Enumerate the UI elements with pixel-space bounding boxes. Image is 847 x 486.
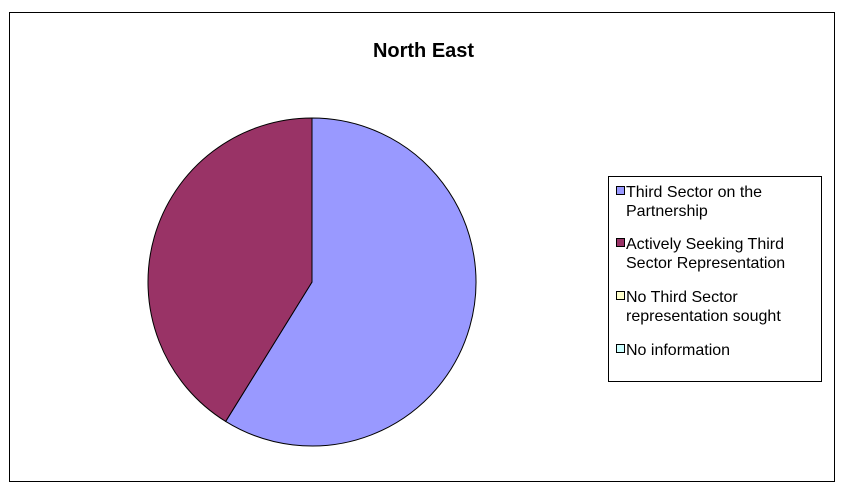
legend: Third Sector on the Partnership Actively S… [608, 176, 822, 382]
legend-swatch [616, 186, 625, 195]
legend-label: No Third Sector representation sought [626, 288, 820, 326]
legend-label: Actively Seeking Third Sector Representat… [626, 235, 820, 273]
legend-label-line: No Third Sector [626, 288, 820, 307]
legend-label-line: Third Sector on the [626, 183, 820, 202]
legend-swatch [616, 238, 625, 247]
legend-label-line: representation sought [626, 307, 820, 326]
legend-label-line: Actively Seeking Third [626, 235, 820, 254]
legend-label-line: Sector Representation [626, 254, 820, 273]
legend-swatch [616, 291, 625, 300]
legend-label: Third Sector on the Partnership [626, 183, 820, 221]
legend-label-line: Partnership [626, 202, 820, 221]
legend-label: No information [626, 341, 820, 360]
legend-label-line: No information [626, 341, 820, 360]
legend-swatch [616, 344, 625, 353]
